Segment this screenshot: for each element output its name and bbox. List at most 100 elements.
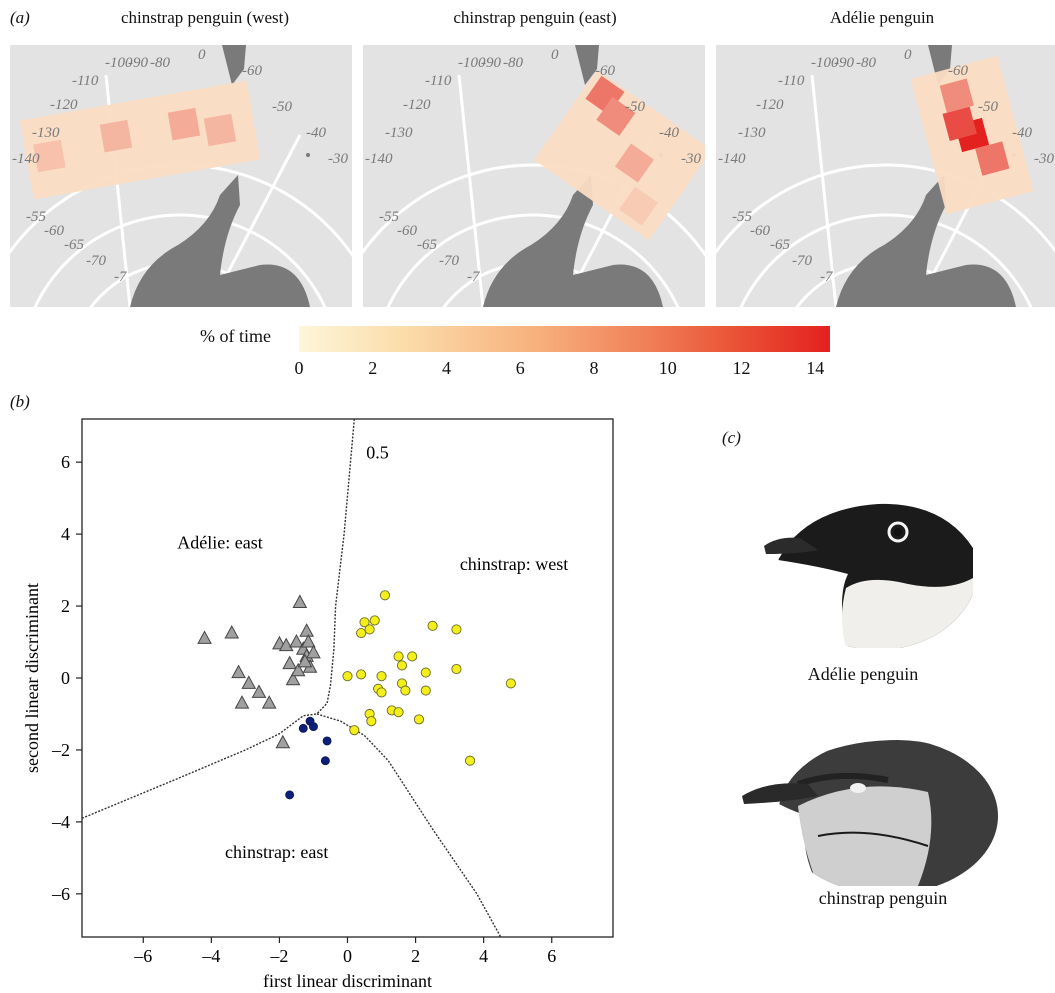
adelie-head-image — [764, 503, 973, 648]
data-point-circle — [342, 671, 353, 682]
data-point-circle — [356, 669, 367, 680]
data-point-circle — [285, 790, 295, 800]
tracking-heatmap — [910, 55, 1034, 215]
data-point-circle — [420, 667, 431, 678]
x-tick-label: –4 — [201, 946, 220, 966]
map-panel-west: -100-90 -80 0 -60 -110 -120 -50 -130 -40 -140 -30 -… — [10, 45, 352, 307]
data-point-circle — [376, 687, 387, 698]
latitude-label: -70 — [86, 253, 106, 269]
latitude-label: -60 — [750, 223, 770, 239]
longitude-label: 0 — [551, 47, 559, 63]
south-america-landmass — [222, 45, 246, 85]
x-tick-label: 2 — [411, 946, 420, 966]
colorbar-tick-label: 10 — [658, 358, 677, 378]
colorbar-tick-label: 4 — [442, 358, 451, 378]
panel-c-letter: (c) — [722, 428, 741, 447]
data-point-triangle — [297, 653, 313, 668]
map-title-east: chinstrap penguin (east) — [453, 8, 617, 27]
y-tick-label: –6 — [51, 884, 70, 904]
latitude-circle — [739, 213, 1033, 307]
latitude-label: -60 — [397, 223, 417, 239]
longitude-label: -40 — [1012, 125, 1032, 141]
data-point-circle — [366, 716, 377, 727]
x-tick-label: –6 — [133, 946, 152, 966]
y-tick-label: –4 — [51, 812, 70, 832]
data-point-circle — [298, 723, 308, 733]
latitude-circle — [386, 213, 680, 307]
data-point-circle — [396, 660, 408, 671]
latitude-label: -65 — [64, 237, 84, 253]
x-tick-label: 6 — [547, 946, 556, 966]
longitude-label: -130 — [385, 125, 413, 141]
y-tick-label: 6 — [61, 452, 70, 472]
longitude-label: -80 — [856, 55, 876, 71]
data-point-circle — [393, 651, 404, 662]
data-point-circle — [379, 590, 390, 601]
longitude-label: -50 — [625, 99, 645, 115]
longitude-label: -120 — [403, 97, 431, 113]
y-tick-label: 0 — [61, 668, 70, 688]
data-point-circle — [413, 714, 425, 725]
data-point-circle — [400, 685, 411, 696]
data-point-triangle — [261, 695, 277, 709]
longitude-label: -40 — [306, 125, 326, 141]
data-point-triangle — [275, 734, 291, 749]
colorbar-tick-label: 14 — [806, 358, 825, 378]
panel-a-letter: (a) — [10, 8, 30, 27]
colorbar — [299, 326, 830, 352]
caption-chinstrap: chinstrap penguin — [818, 888, 948, 908]
longitude-label: -30 — [328, 151, 348, 167]
data-point-triangle — [278, 637, 294, 652]
longitude-label: -50 — [978, 99, 998, 115]
colorbar-label: % of time — [200, 326, 271, 346]
latitude-circle — [716, 163, 1055, 255]
longitude-label: -100 — [105, 55, 133, 71]
data-point-triangle — [282, 655, 297, 670]
longitude-label: 0 — [904, 47, 912, 63]
heatmap-cell — [99, 119, 133, 153]
map-title-adelie: Adélie penguin — [829, 8, 935, 27]
tracking-heatmap — [19, 80, 261, 200]
latitude-circle — [33, 213, 327, 307]
antarctica-landmass — [130, 175, 310, 307]
data-point-circle — [369, 615, 380, 626]
longitude-label: -90 — [128, 55, 148, 71]
latitude-label: -70 — [439, 253, 459, 269]
heatmap-cell — [167, 107, 201, 141]
longitude-label: -100 — [458, 55, 486, 71]
data-point-triangle — [231, 664, 246, 679]
longitude-label: -120 — [756, 97, 784, 113]
data-point-triangle — [241, 675, 257, 689]
longitude-label: -140 — [718, 151, 746, 167]
longitude-label: -90 — [481, 55, 501, 71]
longitude-label: -130 — [32, 125, 60, 141]
longitude-label: -90 — [834, 55, 854, 71]
heatmap-cell — [614, 143, 654, 183]
south-america-landmass — [575, 45, 599, 85]
longitude-label: -110 — [425, 73, 452, 89]
longitude-label: -40 — [659, 125, 679, 141]
south-america-landmass — [928, 45, 952, 85]
y-tick-label: 2 — [61, 596, 70, 616]
longitude-label: -60 — [948, 63, 968, 79]
x-tick-label: –2 — [269, 946, 288, 966]
heatmap-cell — [33, 139, 66, 173]
decision-boundary-top — [316, 418, 356, 715]
lda-scatter-plot: –6 –4 –2 0 2 4 6 –6 –4 –2 0 2 4 6 first linear discrim… — [22, 418, 614, 991]
y-axis-label: second linear discriminant — [22, 583, 42, 773]
data-point-circle — [451, 624, 462, 635]
data-point-circle — [420, 685, 431, 696]
data-point-triangle — [301, 633, 316, 648]
latitude-label: -65 — [417, 237, 437, 253]
meridian-line — [810, 74, 838, 307]
data-point-circle — [393, 707, 404, 718]
heatmap-cell — [939, 78, 974, 113]
data-point-circle — [464, 755, 476, 766]
longitude-label: -110 — [778, 73, 805, 89]
heatmap-cell — [596, 96, 636, 136]
data-point-triangle — [292, 594, 308, 608]
region-label: chinstrap: east — [225, 842, 328, 862]
meridian-line — [457, 74, 485, 307]
data-point-triangle — [290, 662, 306, 677]
latitude-label: -60 — [44, 223, 64, 239]
